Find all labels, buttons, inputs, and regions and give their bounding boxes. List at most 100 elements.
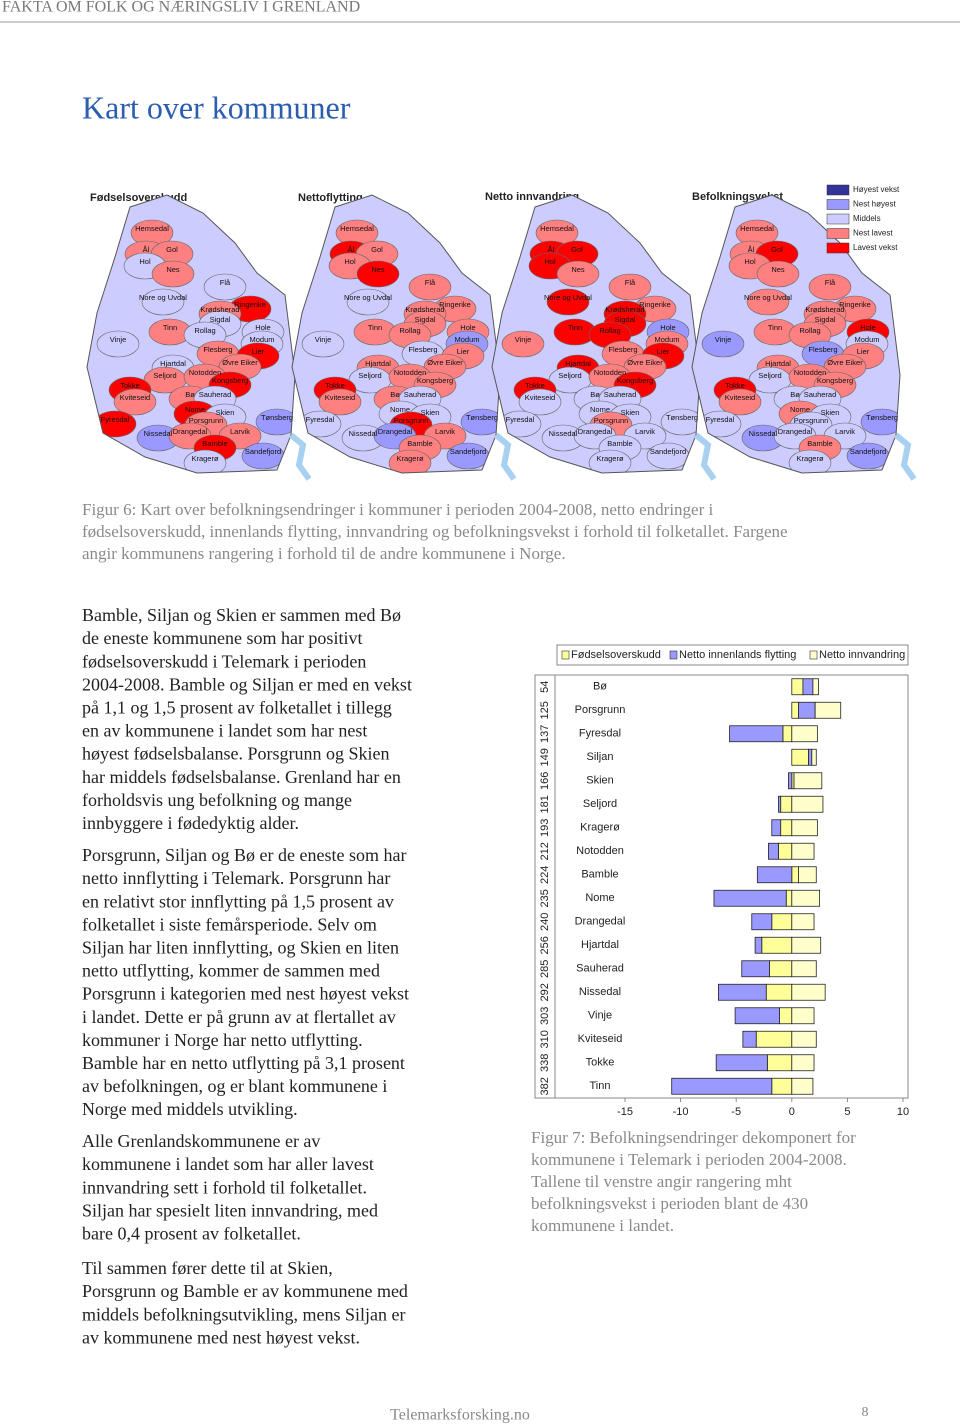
category-label: Sauherad	[576, 963, 624, 975]
place-label: Hjartdal	[160, 359, 186, 368]
municipality	[408, 273, 452, 301]
footer-site: Telemarksforsking.no	[390, 1407, 530, 1424]
place-label: Skien	[421, 408, 440, 417]
place-label: Vinje	[110, 335, 127, 344]
body-line: innvandring sett i forhold til folketall…	[82, 1177, 367, 1197]
place-label: Flesberg	[808, 345, 837, 354]
place-label: Larvik	[635, 427, 655, 436]
place-label: Porsgrunn	[189, 416, 224, 425]
place-label: Tinn	[163, 323, 177, 332]
place-label: Nore og Uvdal	[344, 293, 392, 302]
map-panel: Hemsedal Ål Gol Hol Nes Flå Nore og Uvdal Ringe…	[291, 194, 517, 481]
place-label: Bamble	[807, 439, 832, 448]
place-label: Nome	[185, 405, 205, 414]
bar-segment	[791, 889, 820, 907]
municipality	[388, 449, 432, 473]
place-label: Kragerø	[191, 454, 219, 463]
coast	[494, 432, 517, 481]
legend-label: Nest lavest	[853, 229, 893, 238]
bar-segment	[761, 936, 793, 954]
place-label: Larvik	[435, 427, 455, 436]
place-label: Krødsherad	[200, 305, 239, 314]
bar-segment	[791, 819, 818, 837]
category-label: Kragerø	[580, 822, 620, 834]
place-label: Kongsberg	[212, 376, 248, 385]
ranking-label: 310	[539, 1030, 551, 1048]
municipality	[556, 260, 600, 288]
ranking-label: 256	[539, 936, 551, 954]
municipality	[588, 449, 632, 473]
ranking-label: 149	[539, 748, 551, 766]
ranking-label: 212	[539, 842, 551, 860]
place-label: Bamble	[202, 439, 227, 448]
legend-label: Lavest vekst	[853, 243, 898, 252]
place-label: Ål	[143, 245, 150, 254]
bar-segment	[791, 748, 809, 766]
municipality	[608, 273, 652, 301]
ranking-label: 224	[539, 866, 551, 884]
place-label: Flesberg	[408, 345, 437, 354]
bar-segment	[791, 1077, 814, 1095]
place-label: Øvre Eiker	[222, 358, 258, 367]
category-label: Porsgrunn	[575, 704, 626, 716]
place-label: Tønsberg	[666, 413, 698, 422]
place-label: Sauherad	[199, 390, 232, 399]
body-line: forholdsvis ung befolkning og mange	[82, 790, 352, 810]
body-line: bare 0,4 prosent av folketallet.	[82, 1224, 301, 1244]
place-label: Tokke	[525, 381, 545, 390]
municipality	[808, 273, 852, 301]
ranking-label: 240	[539, 913, 551, 931]
place-label: Notodden	[794, 368, 827, 377]
body-line: netto utflytting, kommer de sammen med	[82, 961, 380, 981]
legend-label: Netto innenlands flytting	[679, 649, 796, 661]
bar-segment	[791, 983, 826, 1001]
place-label: Vinje	[715, 335, 732, 344]
body-line: høyest fødselsbalanse. Porsgrunn og Skie…	[82, 744, 389, 764]
place-label: Rollag	[194, 326, 215, 335]
place-label: Ringerike	[234, 300, 266, 309]
legend-swatch	[826, 228, 850, 239]
place-label: Nes	[166, 265, 180, 274]
body-line: Norge med middels utvikling.	[82, 1099, 298, 1119]
running-title: FAKTA OM FOLK OG NÆRINGSLIV I GRENLAND	[2, 0, 360, 16]
municipality	[518, 388, 562, 416]
bar-segment	[771, 1077, 793, 1095]
place-label: Gol	[771, 245, 783, 254]
body-line: i landet. Dette er på grunn av at flerta…	[82, 1007, 396, 1027]
municipality	[96, 330, 140, 358]
ranking-label: 166	[539, 772, 551, 790]
place-label: Rollag	[599, 326, 620, 335]
place-label: Nore og Uvdal	[744, 293, 792, 302]
legend-swatch	[669, 650, 678, 660]
place-label: Nissedal	[144, 429, 173, 438]
map-panel: Hemsedal Ål Gol Hol Nes Flå Nore og Uvdal Ringe…	[86, 194, 312, 481]
bar-segment	[769, 960, 793, 978]
place-label: Fyresdal	[706, 415, 735, 424]
place-label: Kongsberg	[617, 376, 653, 385]
place-label: Drangedal	[173, 427, 208, 436]
figure-caption: Figur 7: Befolkningsendringer dekomponer…	[531, 1128, 856, 1235]
place-label: Sandefjord	[450, 447, 486, 456]
category-label: Siljan	[587, 751, 614, 763]
place-label: Nissedal	[549, 429, 578, 438]
place-label: Bø	[185, 390, 195, 399]
coast	[894, 432, 917, 481]
place-label: Hemsedal	[540, 224, 574, 233]
bar-segment	[791, 936, 822, 954]
body-line: Porsgrunn og Bamble er av kommunene med	[82, 1281, 408, 1301]
place-label: Nome	[590, 405, 610, 414]
place-label: Flå	[220, 278, 231, 287]
place-label: Nome	[790, 405, 810, 414]
coast	[694, 432, 717, 481]
bar-segment	[734, 1007, 780, 1025]
ranking-label: 292	[539, 983, 551, 1001]
place-label: Vinje	[315, 335, 332, 344]
legend-label: Middels	[853, 214, 881, 223]
place-label: Tinn	[568, 323, 582, 332]
category-label: Kviteseid	[578, 1033, 623, 1045]
bar-segment	[778, 842, 793, 860]
municipality	[301, 330, 345, 358]
map-panel: Hemsedal Ål Gol Hol Nes Flå Nore og Uvdal Ringe…	[491, 194, 717, 481]
ranking-label: 181	[539, 795, 551, 813]
